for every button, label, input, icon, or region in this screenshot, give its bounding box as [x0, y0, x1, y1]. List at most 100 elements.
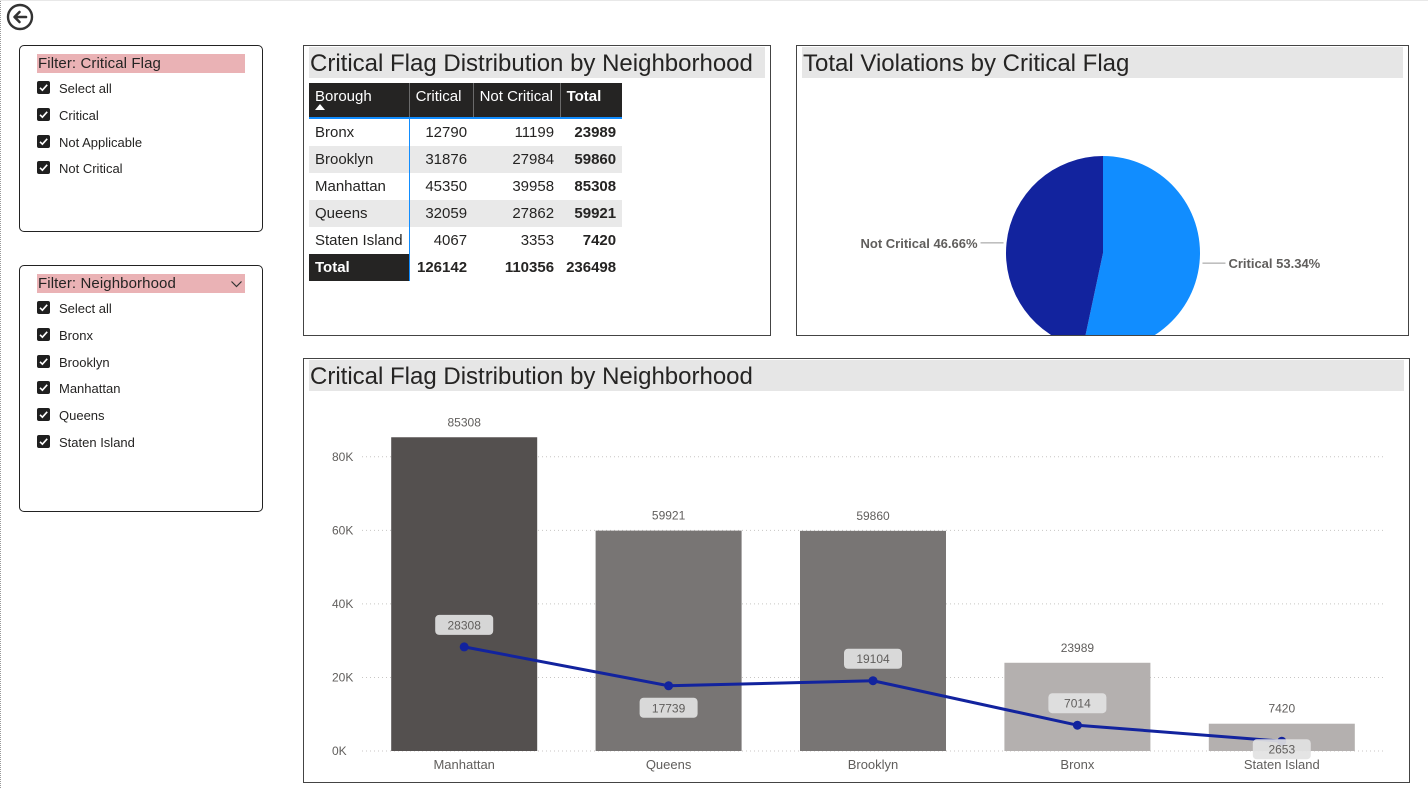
line-data-label: 2653 [1268, 743, 1295, 757]
bar-data-label: 59860 [856, 509, 890, 523]
value-cell: 85308 [574, 178, 617, 195]
line-marker[interactable] [1072, 720, 1082, 730]
line-data-label: 19104 [856, 652, 890, 666]
row-header-cell: Brooklyn [309, 146, 410, 173]
line-data-label: 17739 [652, 701, 686, 715]
value-cell: 27984 [473, 146, 561, 173]
col-header-critical[interactable]: Critical [409, 83, 474, 119]
value-cell: 45350 [425, 178, 468, 195]
slicer-item-not-critical[interactable]: Not Critical [37, 159, 123, 179]
matrix-visual: Critical Flag Distribution by Neighborho… [303, 45, 771, 336]
slicer-item-label: Manhattan [59, 381, 121, 397]
y-tick-label: 80K [332, 450, 353, 464]
slicer-header: Filter: Critical Flag [37, 54, 245, 73]
slicer-item-critical[interactable]: Critical [37, 106, 99, 126]
bar-queens[interactable] [595, 530, 742, 751]
canvas-left-edge [0, 0, 1, 788]
bar-data-label: 59921 [652, 509, 686, 523]
slicer-item-select-all[interactable]: Select all [37, 299, 112, 319]
checkbox-checked-icon[interactable] [37, 134, 50, 148]
total-value-cell: 126142 [417, 259, 468, 276]
checkbox-checked-icon[interactable] [37, 327, 50, 341]
total-value-cell: 236498 [566, 259, 617, 276]
value-cell: 27862 [473, 200, 561, 227]
matrix-row-brooklyn: Brooklyn 31876 27984 59860 [309, 146, 623, 173]
pie-visual: Total Violations by Critical Flag Critic… [796, 45, 1409, 336]
slicer-item-label: Bronx [59, 327, 93, 343]
y-tick-label: 60K [332, 523, 353, 537]
slicer-item-queens[interactable]: Queens [37, 406, 105, 426]
matrix-row-queens: Queens 32059 27862 59921 [309, 200, 623, 227]
slicer-item-label: Critical [59, 107, 99, 123]
checkbox-checked-icon[interactable] [37, 408, 50, 422]
slicer-item-label: Brooklyn [59, 354, 110, 370]
matrix-row-manhattan: Manhattan 45350 39958 85308 [309, 173, 622, 200]
bar-manhattan[interactable] [391, 437, 538, 751]
pie-slice-not-critical[interactable] [1006, 156, 1103, 335]
checkbox-checked-icon[interactable] [37, 354, 50, 368]
checkbox-checked-icon[interactable] [37, 435, 50, 449]
checkbox-checked-icon[interactable] [37, 81, 50, 95]
checkbox-checked-icon[interactable] [37, 381, 50, 395]
slicer-title: Filter: Critical Flag [38, 55, 161, 72]
slicer-item-label: Not Critical [59, 161, 123, 177]
slicer-item-bronx[interactable]: Bronx [37, 326, 93, 346]
matrix-total-row: Total 126142 110356 236498 [309, 254, 622, 281]
checkbox-checked-icon[interactable] [37, 161, 50, 175]
line-label-background [1252, 739, 1311, 760]
value-cell: 59860 [560, 146, 623, 173]
slicer-item-select-all[interactable]: Select all [37, 79, 112, 99]
row-header-cell: Queens [309, 200, 410, 227]
value-cell: 11199 [514, 124, 555, 141]
pie-data-label: Not Critical 46.66% [860, 236, 977, 251]
col-header-borough[interactable]: Borough [309, 83, 410, 119]
combo-chart: 0K 20K 40K 60K 80K 85308 Manhattan 59921 Queens 5… [332, 415, 1384, 772]
value-cell: 32059 [409, 200, 474, 227]
slicer-item-staten-island[interactable]: Staten Island [37, 433, 135, 453]
slicer-item-not-applicable[interactable]: Not Applicable [37, 133, 142, 153]
pie-slice-critical[interactable] [1083, 156, 1200, 335]
row-header-cell: Bronx [309, 118, 410, 146]
chevron-down-icon[interactable] [230, 277, 243, 290]
row-header-cell: Staten Island [309, 227, 410, 254]
slicer-item-manhattan[interactable]: Manhattan [37, 379, 120, 399]
total-label-cell: Total [309, 254, 410, 281]
slicer-item-label: Queens [59, 408, 105, 424]
value-cell: 59921 [560, 200, 623, 227]
x-tick-label: Bronx [1060, 757, 1094, 772]
x-tick-label: Brooklyn [848, 757, 899, 772]
col-header-total[interactable]: Total [560, 83, 623, 119]
value-cell: 39958 [512, 178, 555, 195]
checkbox-checked-icon[interactable] [37, 301, 50, 315]
slicer-header: Filter: Neighborhood [37, 274, 245, 293]
matrix-header-row: Borough Critical Not Critical Total [309, 83, 623, 119]
slicer-title: Filter: Neighborhood [38, 275, 176, 292]
back-arrow-icon[interactable] [6, 3, 34, 31]
slicer-item-label: Staten Island [59, 435, 135, 450]
canvas-top-edge [0, 0, 1428, 1]
neighborhood-slicer: Filter: Neighborhood Select all Bronx Broo… [19, 265, 263, 512]
x-tick-label: Queens [646, 757, 692, 772]
line-marker[interactable] [459, 642, 469, 652]
line-marker[interactable] [868, 676, 878, 686]
critical-flag-slicer: Filter: Critical Flag Select all Critical… [19, 45, 263, 232]
matrix-table: Borough Critical Not Critical Total Bron… [309, 83, 623, 281]
combo-visual: Critical Flag Distribution by Neighborho… [303, 358, 1410, 783]
col-header-not-critical[interactable]: Not Critical [473, 83, 561, 119]
line-label-background [435, 614, 494, 635]
line-marker[interactable] [664, 681, 674, 691]
matrix-row-bronx: Bronx 12790 11199 23989 [309, 118, 622, 146]
slicer-item-brooklyn[interactable]: Brooklyn [37, 353, 110, 373]
matrix-title: Critical Flag Distribution by Neighborho… [309, 47, 765, 78]
sort-ascending-icon [315, 104, 325, 110]
slicer-item-label: Select all [59, 81, 112, 96]
value-cell: 23989 [574, 124, 617, 141]
total-value-cell: 110356 [504, 259, 555, 276]
pie-data-label: Critical 53.34% [1228, 256, 1320, 271]
line-label-background [639, 697, 698, 718]
bar-brooklyn[interactable] [800, 530, 946, 751]
x-tick-label: Manhattan [433, 757, 494, 772]
checkbox-checked-icon[interactable] [37, 107, 50, 121]
matrix-row-staten-island: Staten Island 4067 3353 7420 [309, 227, 622, 254]
bar-data-label: 23989 [1061, 641, 1095, 655]
